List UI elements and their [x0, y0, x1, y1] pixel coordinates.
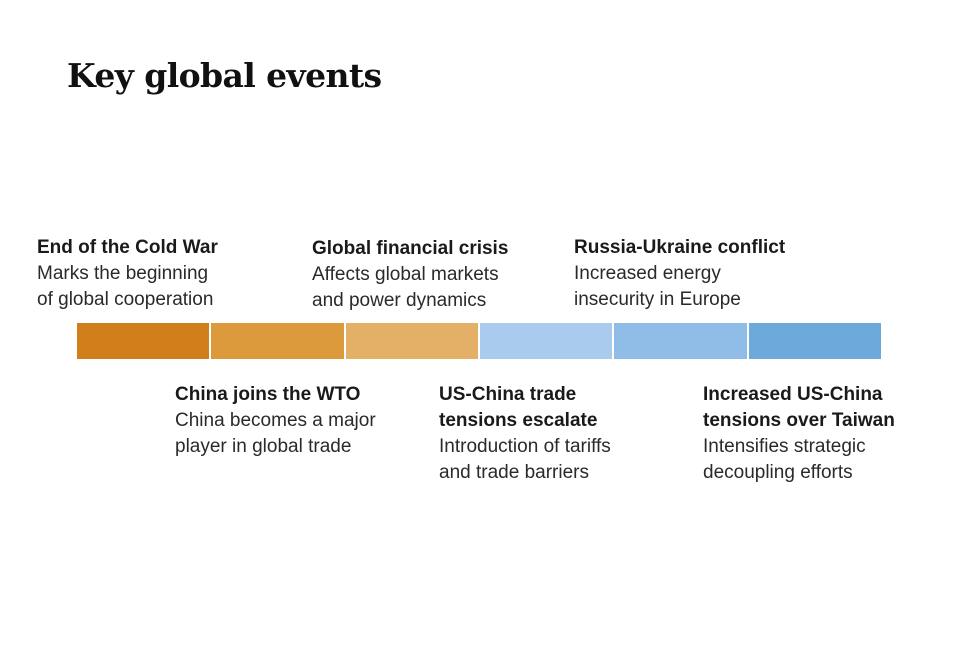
timeline-segment-3 [345, 323, 480, 359]
event-description: player in global trade [175, 436, 352, 457]
event-heading: China joins the WTO [175, 384, 361, 405]
event-description: Intensifies strategic [703, 436, 866, 457]
event-description: Marks the beginning [37, 263, 209, 284]
event-heading: US-China trade [439, 384, 577, 405]
event-description: insecurity in Europe [574, 289, 741, 310]
event-heading: tensions escalate [439, 410, 598, 431]
timeline-segment-5 [614, 323, 749, 359]
event-description: Introduction of tariffs [439, 436, 611, 457]
event-heading: Increased US-China [703, 384, 883, 405]
timeline-segment-4 [479, 323, 615, 359]
event-us-china-taiwan-tensions: Increased US-China tensions over Taiwan … [703, 382, 968, 486]
timeline-bar [77, 323, 881, 359]
event-global-financial-crisis: Global financial crisis Affects global m… [312, 236, 612, 314]
event-end-of-cold-war: End of the Cold War Marks the beginning … [37, 235, 337, 313]
event-description: Affects global markets [312, 264, 499, 285]
timeline-segment-6 [748, 323, 881, 359]
event-description: China becomes a major [175, 410, 376, 431]
timeline-segment-2 [211, 323, 346, 359]
timeline-segment-1 [77, 323, 212, 359]
event-heading: Russia-Ukraine conflict [574, 237, 786, 258]
event-description: and trade barriers [439, 462, 589, 483]
page-title: Key global events [67, 56, 382, 95]
event-china-joins-wto: China joins the WTO China becomes a majo… [175, 382, 475, 460]
event-heading: tensions over Taiwan [703, 410, 895, 431]
event-description: and power dynamics [312, 290, 487, 311]
event-heading: End of the Cold War [37, 237, 218, 258]
event-description: Increased energy [574, 263, 721, 284]
event-description: decoupling efforts [703, 462, 853, 483]
event-heading: Global financial crisis [312, 238, 509, 259]
event-description: of global cooperation [37, 289, 214, 310]
event-us-china-trade-tensions: US-China trade tensions escalate Introdu… [439, 382, 739, 486]
event-russia-ukraine-conflict: Russia-Ukraine conflict Increased energy… [574, 235, 874, 313]
